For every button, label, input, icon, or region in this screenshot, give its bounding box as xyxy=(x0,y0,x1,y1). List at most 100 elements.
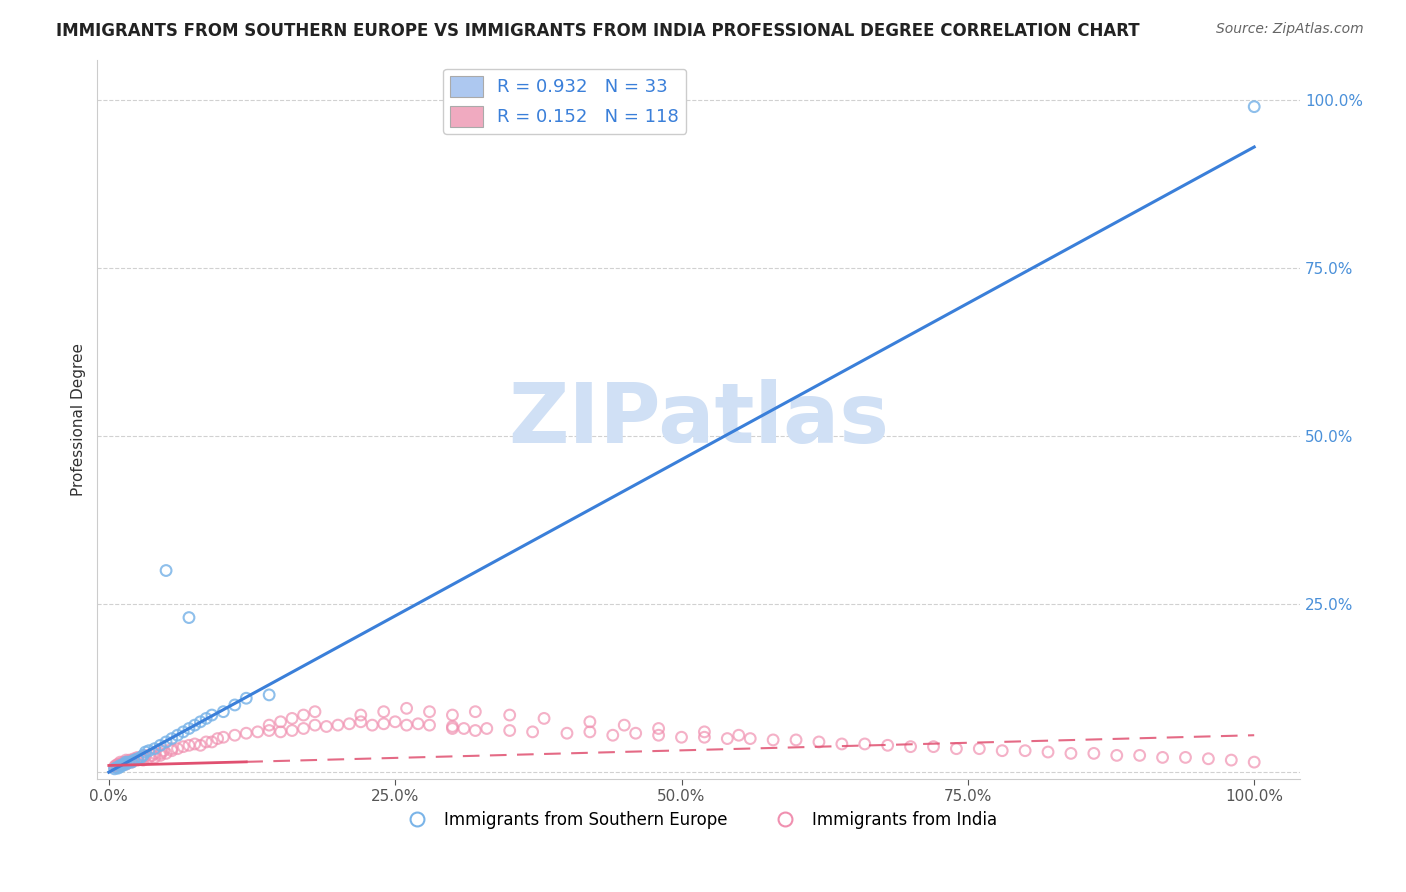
Point xyxy=(602,728,624,742)
Point xyxy=(693,724,716,739)
Point xyxy=(143,741,166,756)
Point xyxy=(350,708,373,723)
Point xyxy=(464,705,486,719)
Point xyxy=(464,723,486,738)
Point xyxy=(326,718,349,732)
Point xyxy=(235,726,257,740)
Point xyxy=(1197,752,1219,766)
Point xyxy=(270,724,292,739)
Point xyxy=(122,753,145,767)
Point xyxy=(110,757,132,772)
Point xyxy=(762,733,785,747)
Point xyxy=(127,750,149,764)
Point xyxy=(281,723,304,738)
Point xyxy=(107,761,129,775)
Point xyxy=(111,758,134,772)
Point xyxy=(115,755,138,769)
Point xyxy=(110,758,132,772)
Point xyxy=(499,723,522,738)
Point xyxy=(149,748,172,763)
Text: Source: ZipAtlas.com: Source: ZipAtlas.com xyxy=(1216,22,1364,37)
Point xyxy=(499,708,522,723)
Point xyxy=(945,741,967,756)
Point xyxy=(121,753,143,767)
Point xyxy=(183,718,205,732)
Point xyxy=(373,705,395,719)
Point xyxy=(177,610,200,624)
Legend: Immigrants from Southern Europe, Immigrants from India: Immigrants from Southern Europe, Immigra… xyxy=(394,804,1004,835)
Point xyxy=(132,750,155,764)
Y-axis label: Professional Degree: Professional Degree xyxy=(72,343,86,496)
Point xyxy=(1220,753,1243,767)
Point xyxy=(166,728,188,742)
Point xyxy=(969,741,991,756)
Point xyxy=(876,739,898,753)
Point xyxy=(831,737,853,751)
Point xyxy=(127,752,149,766)
Point xyxy=(103,762,125,776)
Point xyxy=(257,718,280,732)
Point xyxy=(183,737,205,751)
Point xyxy=(110,755,132,769)
Point xyxy=(441,719,464,733)
Point xyxy=(716,731,738,746)
Point xyxy=(115,755,138,769)
Point xyxy=(134,748,156,763)
Point xyxy=(111,757,134,772)
Point xyxy=(1243,100,1265,114)
Point xyxy=(1105,748,1128,763)
Point xyxy=(107,757,129,772)
Point xyxy=(533,711,555,725)
Point xyxy=(190,714,212,729)
Point xyxy=(110,758,132,772)
Point xyxy=(108,758,131,772)
Point xyxy=(195,735,218,749)
Point xyxy=(613,718,636,732)
Point xyxy=(149,747,172,761)
Point xyxy=(141,748,163,763)
Point xyxy=(555,726,578,740)
Point xyxy=(418,718,440,732)
Point xyxy=(373,716,395,731)
Point xyxy=(441,722,464,736)
Point xyxy=(624,726,647,740)
Point xyxy=(115,753,138,767)
Point xyxy=(115,757,138,772)
Point xyxy=(212,730,235,744)
Point xyxy=(143,747,166,761)
Point xyxy=(155,747,177,761)
Point xyxy=(115,757,138,772)
Point xyxy=(201,708,224,723)
Point xyxy=(1060,747,1083,761)
Point xyxy=(647,728,669,742)
Point xyxy=(853,737,876,751)
Text: ZIPatlas: ZIPatlas xyxy=(508,379,889,459)
Point xyxy=(195,711,218,725)
Point xyxy=(110,760,132,774)
Point xyxy=(727,728,749,742)
Point xyxy=(134,745,156,759)
Point xyxy=(224,698,246,712)
Point xyxy=(418,705,440,719)
Point xyxy=(118,755,141,769)
Point xyxy=(257,688,280,702)
Point xyxy=(112,755,135,769)
Point xyxy=(740,731,762,746)
Point xyxy=(112,757,135,772)
Point xyxy=(127,753,149,767)
Point xyxy=(807,735,830,749)
Point xyxy=(201,735,224,749)
Point xyxy=(132,748,155,763)
Point xyxy=(257,723,280,738)
Point xyxy=(207,731,229,746)
Point xyxy=(922,739,945,754)
Point xyxy=(138,744,160,758)
Point xyxy=(121,755,143,769)
Point xyxy=(104,758,127,772)
Point xyxy=(395,718,418,732)
Point xyxy=(315,719,337,733)
Point xyxy=(693,730,716,744)
Point xyxy=(129,752,152,766)
Point xyxy=(270,714,292,729)
Point xyxy=(453,722,475,736)
